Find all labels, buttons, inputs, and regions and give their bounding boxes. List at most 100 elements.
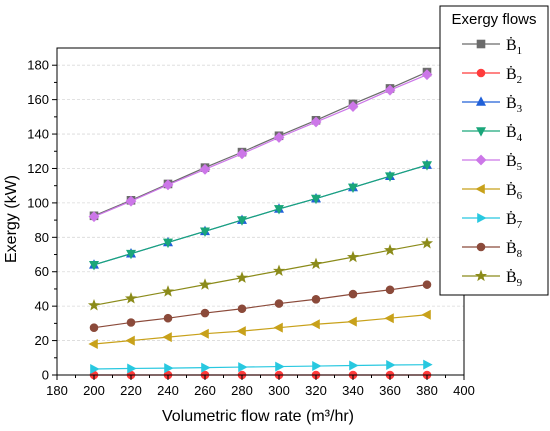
axes: 180 200 220 240 260 280 300 320 340 360 380 400 0 20 4… [27,58,475,398]
data-point [476,127,486,137]
data-point [126,249,136,260]
data-point [348,289,358,299]
legend-item: Ḃ1 [462,36,522,57]
data-point [127,363,137,374]
x-tick-label: 240 [157,383,179,398]
data-point [237,216,247,226]
data-point [475,154,487,166]
data-point [275,361,285,372]
data-point [420,236,434,249]
data-point [199,163,211,175]
y-axis-title: Exergy (kW) [3,175,20,263]
data-point [273,132,285,143]
legend-item: Ḃ7 [462,210,523,231]
legend-label: Ḃ1 [506,36,522,57]
legend-label: Ḃ4 [506,123,523,144]
grid-lines [57,64,464,341]
data-point [476,68,486,78]
data-point [347,101,359,112]
series-8 [89,280,432,332]
data-point [201,362,211,373]
x-axis-title: Volumetric flow rate (m³/hr) [162,408,354,425]
plot-frame [56,47,465,376]
y-tick-label: 160 [27,92,49,107]
data-point [309,257,323,270]
data-point [89,261,99,271]
data-point [89,323,99,332]
data-point [312,361,322,372]
data-point [347,316,357,327]
data-point [162,332,172,343]
data-point [383,243,397,256]
data-point [272,264,286,277]
y-tick-label: 60 [35,264,49,279]
data-point [235,271,249,283]
data-point [88,211,100,223]
data-point [311,194,321,205]
data-point [349,360,359,371]
legend-label: Ḃ5 [506,152,523,173]
data-point [274,299,284,308]
data-point [475,184,485,194]
data-point [422,280,432,289]
data-point [163,238,173,249]
data-point [88,339,98,350]
series-line [93,284,428,329]
legend-item: Ḃ3 [462,94,523,115]
data-point [476,96,486,106]
x-tick-label: 400 [453,383,475,398]
series-line [93,74,428,218]
legend-item: Ḃ6 [462,181,523,202]
data-point [385,285,395,295]
x-tick-label: 220 [120,383,142,398]
series-line [93,164,428,266]
data-point [164,363,174,374]
data-point [385,172,395,182]
legend-label: Ḃ2 [506,65,522,86]
x-tick-label: 280 [231,383,253,398]
x-tick-label: 180 [46,383,68,398]
data-point [238,362,248,373]
data-point [477,213,487,223]
data-point [384,84,396,96]
data-point [311,294,321,304]
legend-title: Exergy flows [451,11,536,28]
legend-label: Ḃ3 [506,94,523,115]
legend: Exergy flows Ḃ1 Ḃ2 Ḃ3 Ḃ4 Ḃ5 Ḃ6 Ḃ7 Ḃ8 Ḃ9 [439,5,549,296]
x-tick-label: 380 [416,383,438,398]
data-point [273,322,283,333]
data-point [161,285,175,297]
data-point [346,250,360,263]
series-line [93,71,428,217]
data-point [423,359,433,370]
legend-label: Ḃ6 [506,181,523,202]
legend-item: Ḃ5 [462,152,523,173]
series-9 [87,236,434,311]
y-tick-label: 80 [35,230,49,245]
data-point [125,195,137,207]
data-point [310,319,320,330]
x-tick-label: 360 [379,383,401,398]
data-point [421,69,433,81]
data-point [236,148,248,160]
data-point [198,278,212,290]
y-tick-label: 140 [27,127,49,142]
series-4 [89,161,432,271]
legend-label: Ḃ8 [506,239,523,260]
data-point [162,179,174,191]
data-point [90,363,100,374]
y-tick-label: 120 [27,161,49,176]
data-point [384,313,394,324]
series-7 [90,359,433,374]
series-lines [87,67,434,380]
legend-item: Ḃ2 [462,65,522,86]
x-tick-label: 260 [194,383,216,398]
series-5 [88,69,433,223]
series-line [93,242,428,306]
data-point [125,335,135,346]
legend-label: Ḃ7 [506,210,523,231]
series-line [93,314,428,345]
data-point [476,242,486,252]
y-tick-label: 180 [27,58,49,73]
data-point [124,292,138,304]
